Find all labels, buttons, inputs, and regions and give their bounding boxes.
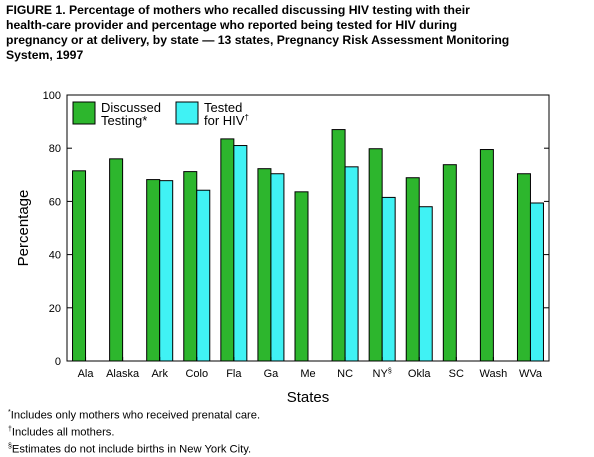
bar: [233, 145, 248, 362]
footnote-mark: †: [8, 425, 12, 433]
bar: [344, 166, 359, 362]
footnote: †Includes all mothers.: [8, 423, 260, 440]
x-tick-label: Wash: [480, 368, 508, 380]
x-tick-label: Ala: [78, 368, 95, 380]
bar: [183, 171, 198, 362]
x-tick-label: NC: [337, 368, 353, 380]
bar: [405, 177, 420, 362]
y-tick-label: 20: [49, 303, 61, 315]
footnote: *Includes only mothers who received pren…: [8, 406, 260, 423]
legend-label: Tested for HIV†: [204, 100, 249, 128]
title-line: pregnancy or at delivery, by state — 13 …: [6, 33, 510, 47]
bar: [257, 168, 272, 362]
x-tick-label: Fla: [226, 368, 242, 380]
y-axis-label: Percentage: [15, 190, 32, 267]
title-line: System, 1997: [6, 48, 84, 62]
footnote-text: Includes only mothers who received prena…: [10, 409, 261, 422]
bar: [109, 158, 124, 362]
bar: [72, 170, 87, 362]
title-line: FIGURE 1. Percentage of mothers who reca…: [6, 3, 470, 17]
y-tick-label: 40: [49, 250, 61, 262]
bar: [146, 179, 161, 362]
footnote: §Estimates do not include births in New …: [8, 440, 260, 457]
legend-swatch: [175, 101, 199, 125]
y-tick-label: 80: [49, 143, 61, 155]
bar: [516, 173, 531, 362]
bar: [479, 149, 494, 362]
x-tick-label: Me: [300, 368, 315, 380]
footnotes: *Includes only mothers who received pren…: [8, 406, 260, 457]
footnote-mark: §: [8, 442, 12, 450]
y-tick-label: 60: [49, 196, 61, 208]
x-tick-label: Alaska: [106, 368, 140, 380]
x-tick-label: SC: [449, 368, 464, 380]
x-tick-label: Ga: [264, 368, 280, 380]
bar: [159, 180, 174, 362]
footnote-text: Includes all mothers.: [11, 426, 115, 439]
bar: [381, 196, 396, 362]
bar: [368, 148, 383, 362]
bar: [442, 164, 457, 362]
bar: [294, 191, 309, 362]
bar: [196, 189, 211, 362]
y-tick-label: 100: [43, 90, 61, 102]
x-tick-label: WVa: [519, 368, 543, 380]
title-line: health-care provider and percentage who …: [6, 18, 458, 32]
bar: [418, 206, 433, 362]
x-tick-label: Ark: [151, 368, 168, 380]
bar: [331, 129, 346, 362]
legend-label: Discussed Testing*: [101, 100, 161, 128]
x-axis-label: States: [287, 389, 330, 406]
bar: [529, 202, 544, 362]
plot-frame: [66, 94, 550, 362]
x-tick-label: Colo: [185, 368, 208, 380]
legend-swatch: [72, 101, 96, 125]
bar: [270, 173, 285, 362]
footnote-text: Estimates do not include births in New Y…: [11, 443, 252, 456]
x-tick-label: Okla: [408, 368, 432, 380]
x-tick-label: NY§: [373, 368, 392, 380]
bar: [220, 138, 235, 362]
figure-title: FIGURE 1. Percentage of mothers who reca…: [6, 3, 588, 63]
y-tick-label: 0: [55, 356, 61, 368]
footnote-mark: *: [8, 409, 11, 416]
